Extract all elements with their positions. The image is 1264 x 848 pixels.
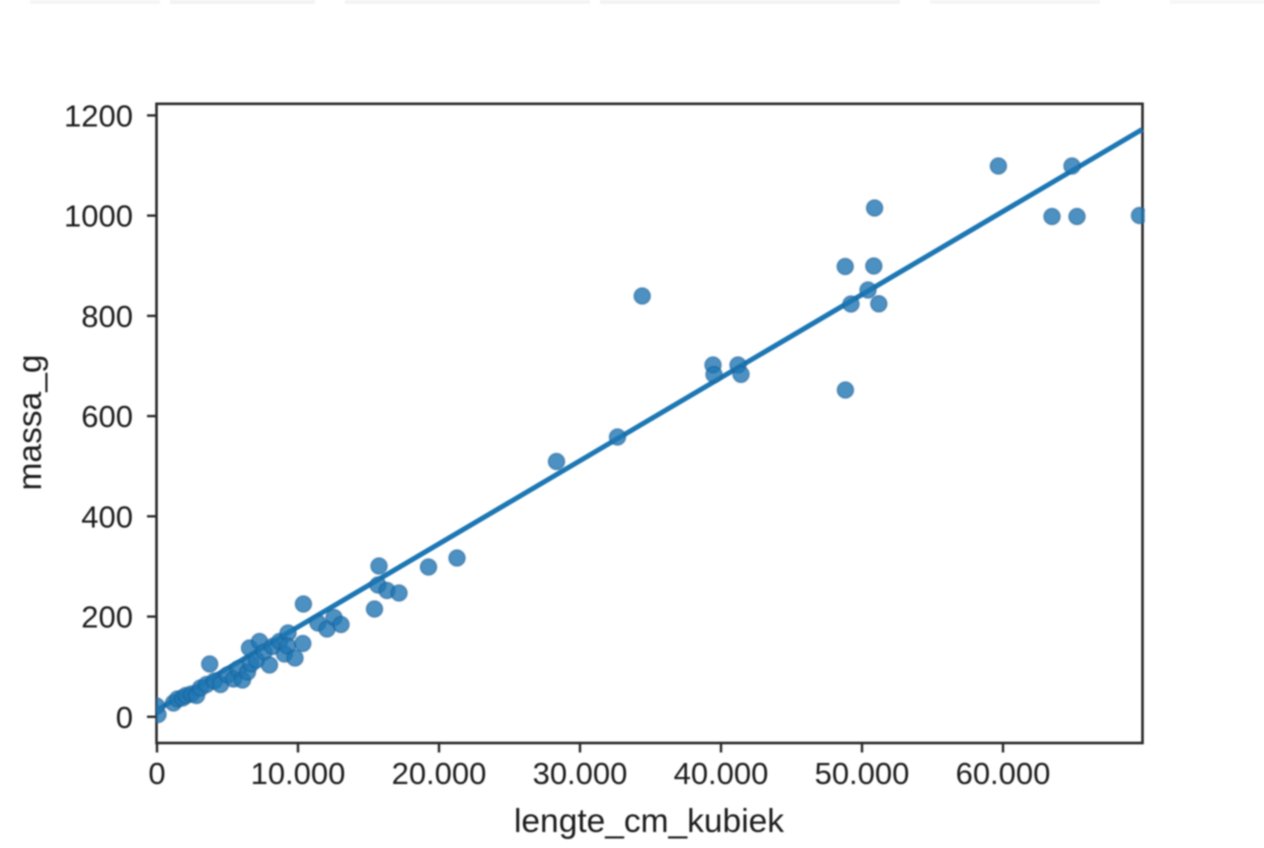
svg-text:10.000: 10.000 bbox=[251, 756, 346, 791]
svg-text:30.000: 30.000 bbox=[533, 756, 628, 791]
svg-text:800: 800 bbox=[81, 299, 133, 334]
svg-text:400: 400 bbox=[81, 499, 133, 534]
svg-text:20.000: 20.000 bbox=[392, 756, 487, 791]
svg-text:600: 600 bbox=[81, 399, 133, 434]
svg-text:50.000: 50.000 bbox=[815, 756, 910, 791]
svg-text:0: 0 bbox=[116, 700, 133, 735]
svg-text:1000: 1000 bbox=[64, 199, 133, 234]
svg-text:massa_g: massa_g bbox=[12, 355, 49, 491]
svg-text:0: 0 bbox=[148, 756, 165, 791]
svg-text:60.000: 60.000 bbox=[956, 756, 1051, 791]
svg-text:1200: 1200 bbox=[64, 98, 133, 133]
svg-text:lengte_cm_kubiek: lengte_cm_kubiek bbox=[514, 803, 784, 840]
svg-text:40.000: 40.000 bbox=[674, 756, 769, 791]
svg-text:200: 200 bbox=[81, 600, 133, 635]
